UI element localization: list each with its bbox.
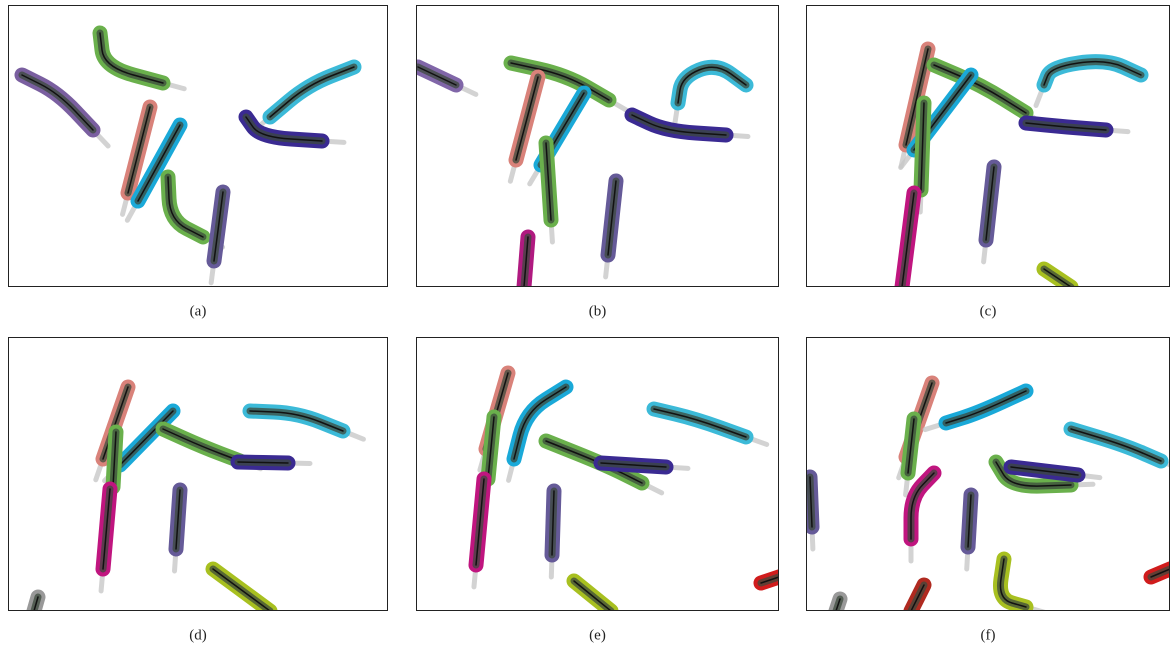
fish (28, 597, 38, 632)
fish-tail (779, 570, 800, 577)
figure: (a) (b) (c) (d) (e) (f) (0, 0, 1170, 652)
panel-label: (d) (189, 627, 207, 643)
panel-frame (9, 338, 388, 611)
panel-frame (9, 6, 388, 287)
panel-label: (f) (981, 627, 996, 643)
panel-label: (c) (980, 303, 997, 319)
fish-tail (829, 611, 836, 632)
panel (9, 338, 388, 633)
fish-tail (522, 287, 524, 309)
fish (551, 491, 554, 577)
panel-label: (a) (190, 303, 207, 319)
fish-tail (611, 611, 628, 625)
fish (238, 462, 310, 463)
fish-tail (1071, 287, 1089, 299)
fish-tail (270, 611, 288, 624)
panel-label: (b) (589, 303, 607, 319)
panel-frame (807, 338, 1170, 611)
panel (417, 6, 779, 309)
fish (829, 599, 840, 632)
fish (522, 237, 528, 309)
fish-tail (28, 611, 34, 632)
fish-midline (238, 462, 288, 463)
fish-tail (899, 287, 902, 309)
panel (807, 338, 1170, 632)
panel-frame (417, 6, 779, 287)
panel (807, 6, 1170, 309)
panel (417, 338, 800, 625)
panel-label: (e) (589, 627, 606, 643)
fish (810, 477, 813, 549)
fish-tail (901, 611, 911, 631)
panel (9, 6, 388, 287)
